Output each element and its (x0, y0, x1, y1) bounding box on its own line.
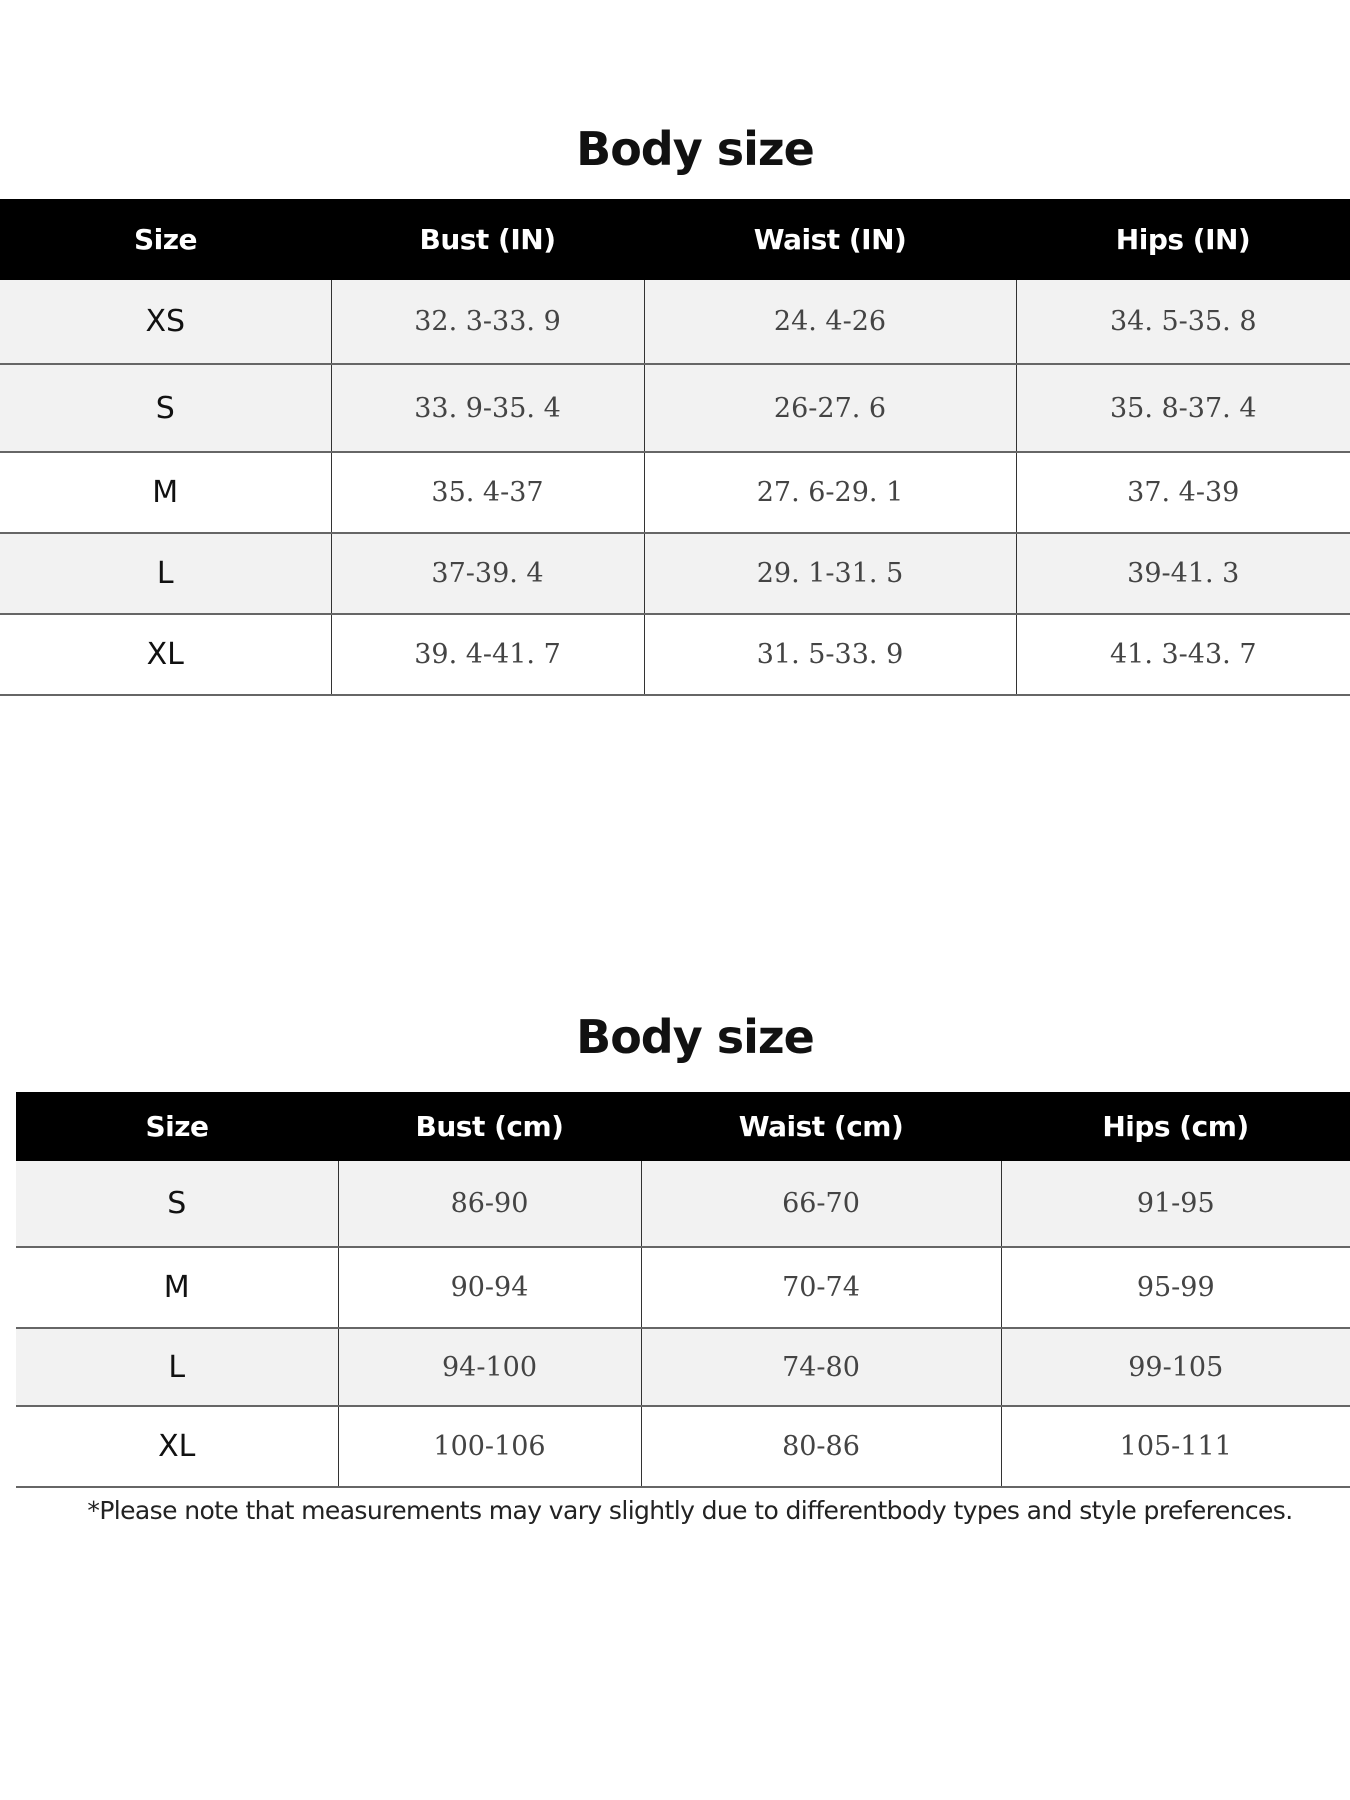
value-cell: 39. 4-41. 7 (330, 614, 644, 696)
table-row: S 86-90 66-70 91-95 (16, 1161, 1350, 1248)
value-cell: 41. 3-43. 7 (1015, 614, 1350, 696)
size-cell: XL (16, 1406, 338, 1488)
value-cell: 32. 3-33. 9 (330, 280, 644, 365)
size-cell: S (0, 364, 331, 453)
table-row: XS 32. 3-33. 9 24. 4-26 34. 5-35. 8 (0, 280, 1350, 365)
table-row: M 90-94 70-74 95-99 (16, 1247, 1350, 1329)
size-cell: L (16, 1328, 338, 1407)
header-cell: Bust (cm) (338, 1092, 641, 1161)
header-cell: Hips (IN) (1016, 199, 1350, 280)
header-cell: Waist (cm) (641, 1092, 1001, 1161)
value-cell: 37-39. 4 (330, 533, 644, 615)
size-cell: S (16, 1161, 338, 1248)
value-cell: 26-27. 6 (643, 364, 1016, 453)
size-table-inches: Size Bust (IN) Waist (IN) Hips (IN) XS 3… (0, 199, 1350, 696)
table-row: L 37-39. 4 29. 1-31. 5 39-41. 3 (0, 533, 1350, 615)
header-cell: Waist (IN) (644, 199, 1016, 280)
value-cell: 35. 4-37 (330, 452, 644, 534)
table-row: S 33. 9-35. 4 26-27. 6 35. 8-37. 4 (0, 364, 1350, 453)
header-cell: Size (0, 199, 331, 280)
value-cell: 37. 4-39 (1015, 452, 1350, 534)
table-cm-title: Body size (576, 1010, 815, 1064)
header-cell: Bust (IN) (331, 199, 644, 280)
value-cell: 74-80 (640, 1328, 1001, 1407)
table-in-title: Body size (576, 122, 815, 176)
value-cell: 33. 9-35. 4 (330, 364, 644, 453)
value-cell: 94-100 (337, 1328, 641, 1407)
value-cell: 99-105 (1000, 1328, 1350, 1407)
table-row: L 94-100 74-80 99-105 (16, 1328, 1350, 1407)
size-cell: XS (0, 280, 331, 365)
table-row: M 35. 4-37 27. 6-29. 1 37. 4-39 (0, 452, 1350, 534)
value-cell: 100-106 (337, 1406, 641, 1488)
size-table-cm: Size Bust (cm) Waist (cm) Hips (cm) S 86… (16, 1092, 1350, 1488)
header-cell: Hips (cm) (1001, 1092, 1350, 1161)
size-cell: L (0, 533, 331, 615)
size-cell: XL (0, 614, 331, 696)
header-row: Size Bust (IN) Waist (IN) Hips (IN) (0, 199, 1350, 280)
header-cell: Size (16, 1092, 338, 1161)
value-cell: 95-99 (1000, 1247, 1350, 1329)
value-cell: 90-94 (337, 1247, 641, 1329)
value-cell: 24. 4-26 (643, 280, 1016, 365)
value-cell: 80-86 (640, 1406, 1001, 1488)
value-cell: 66-70 (640, 1161, 1001, 1248)
size-cell: M (16, 1247, 338, 1329)
size-cell: M (0, 452, 331, 534)
measurement-note: *Please note that measurements may vary … (87, 1496, 1293, 1525)
value-cell: 31. 5-33. 9 (643, 614, 1016, 696)
value-cell: 29. 1-31. 5 (643, 533, 1016, 615)
value-cell: 35. 8-37. 4 (1015, 364, 1350, 453)
value-cell: 70-74 (640, 1247, 1001, 1329)
value-cell: 39-41. 3 (1015, 533, 1350, 615)
value-cell: 91-95 (1000, 1161, 1350, 1248)
value-cell: 105-111 (1000, 1406, 1350, 1488)
header-row: Size Bust (cm) Waist (cm) Hips (cm) (16, 1092, 1350, 1161)
value-cell: 27. 6-29. 1 (643, 452, 1016, 534)
table-row: XL 39. 4-41. 7 31. 5-33. 9 41. 3-43. 7 (0, 614, 1350, 696)
table-row: XL 100-106 80-86 105-111 (16, 1406, 1350, 1488)
value-cell: 34. 5-35. 8 (1015, 280, 1350, 365)
value-cell: 86-90 (337, 1161, 641, 1248)
